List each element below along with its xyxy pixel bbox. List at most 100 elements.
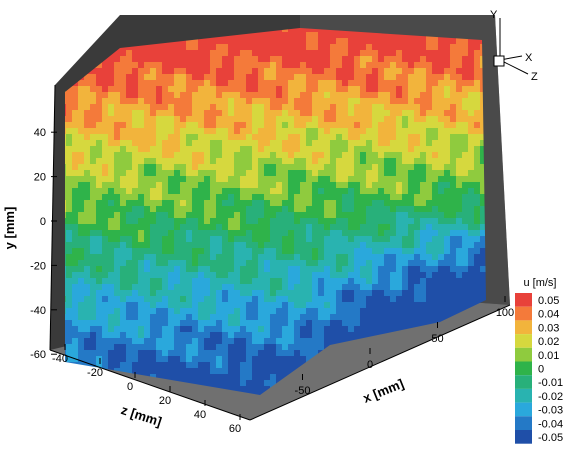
flow-cell bbox=[138, 170, 144, 176]
flow-cell bbox=[420, 320, 426, 326]
flow-cell bbox=[246, 326, 252, 332]
flow-cell bbox=[180, 296, 186, 302]
flow-cell bbox=[222, 332, 228, 338]
flow-cell bbox=[150, 104, 156, 110]
flow-cell bbox=[222, 380, 228, 386]
flow-cell bbox=[426, 362, 432, 368]
flow-cell bbox=[264, 170, 270, 176]
flow-cell bbox=[210, 74, 216, 80]
flow-cell bbox=[366, 206, 372, 212]
flow-cell bbox=[384, 134, 390, 140]
flow-cell bbox=[414, 254, 420, 260]
flow-cell bbox=[258, 158, 264, 164]
flow-cell bbox=[288, 128, 294, 134]
flow-cell bbox=[432, 380, 438, 386]
flow-cell bbox=[72, 44, 78, 50]
flow-cell bbox=[312, 254, 318, 260]
flow-cell bbox=[216, 50, 222, 56]
flow-cell bbox=[222, 266, 228, 272]
flow-cell bbox=[96, 314, 102, 320]
flow-cell bbox=[270, 368, 276, 374]
flow-cell bbox=[312, 290, 318, 296]
flow-cell bbox=[312, 314, 318, 320]
flow-cell bbox=[342, 50, 348, 56]
flow-cell bbox=[324, 44, 330, 50]
flow-cell bbox=[354, 110, 360, 116]
triad-label: Y bbox=[490, 9, 498, 21]
flow-cell bbox=[96, 200, 102, 206]
flow-cell bbox=[450, 140, 456, 146]
flow-cell bbox=[306, 272, 312, 278]
flow-cell bbox=[126, 296, 132, 302]
flow-cell bbox=[324, 116, 330, 122]
flow-cell bbox=[480, 332, 486, 338]
flow-cell bbox=[264, 80, 270, 86]
flow-cell bbox=[264, 194, 270, 200]
flow-cell bbox=[114, 92, 120, 98]
flow-cell bbox=[84, 248, 90, 254]
flow-cell bbox=[372, 86, 378, 92]
flow-cell bbox=[312, 272, 318, 278]
flow-cell bbox=[198, 86, 204, 92]
flow-cell bbox=[114, 182, 120, 188]
flow-cell bbox=[150, 230, 156, 236]
flow-cell bbox=[234, 188, 240, 194]
flow-cell bbox=[270, 344, 276, 350]
flow-cell bbox=[468, 290, 474, 296]
flow-cell bbox=[372, 140, 378, 146]
flow-cell bbox=[66, 56, 72, 62]
flow-cell bbox=[438, 158, 444, 164]
flow-cell bbox=[120, 50, 126, 56]
flow-cell bbox=[390, 134, 396, 140]
flow-cell bbox=[162, 128, 168, 134]
flow-cell bbox=[264, 260, 270, 266]
flow-cell bbox=[174, 182, 180, 188]
flow-cell bbox=[96, 146, 102, 152]
flow-cell bbox=[420, 158, 426, 164]
flow-cell bbox=[360, 200, 366, 206]
flow-cell bbox=[222, 38, 228, 44]
flow-cell bbox=[174, 278, 180, 284]
flow-cell bbox=[108, 188, 114, 194]
flow-cell bbox=[354, 212, 360, 218]
flow-cell bbox=[426, 260, 432, 266]
flow-cell bbox=[336, 326, 342, 332]
flow-cell bbox=[372, 248, 378, 254]
flow-cell bbox=[408, 194, 414, 200]
flow-cell bbox=[132, 158, 138, 164]
flow-cell bbox=[282, 290, 288, 296]
flow-cell bbox=[246, 278, 252, 284]
flow-cell bbox=[240, 68, 246, 74]
flow-cell bbox=[186, 206, 192, 212]
flow-cell bbox=[72, 278, 78, 284]
flow-cell bbox=[144, 254, 150, 260]
flow-cell bbox=[390, 164, 396, 170]
flow-cell bbox=[174, 230, 180, 236]
flow-cell bbox=[66, 224, 72, 230]
flow-cell bbox=[456, 176, 462, 182]
flow-cell bbox=[138, 230, 144, 236]
flow-cell bbox=[294, 230, 300, 236]
flow-cell bbox=[96, 296, 102, 302]
flow-cell bbox=[414, 104, 420, 110]
flow-cell bbox=[84, 110, 90, 116]
flow-cell bbox=[432, 362, 438, 368]
flow-cell bbox=[462, 386, 468, 392]
flow-cell bbox=[486, 380, 492, 386]
flow-cell bbox=[450, 236, 456, 242]
flow-cell bbox=[120, 224, 126, 230]
flow-cell bbox=[384, 326, 390, 332]
flow-cell bbox=[390, 50, 396, 56]
flow-cell bbox=[150, 314, 156, 320]
flow-cell bbox=[408, 296, 414, 302]
flow-cell bbox=[102, 128, 108, 134]
flow-cell bbox=[204, 326, 210, 332]
flow-cell bbox=[162, 290, 168, 296]
flow-cell bbox=[294, 38, 300, 44]
flow-cell bbox=[342, 284, 348, 290]
flow-cell bbox=[156, 314, 162, 320]
flow-cell bbox=[366, 254, 372, 260]
flow-cell bbox=[450, 242, 456, 248]
flow-cell bbox=[264, 56, 270, 62]
flow-cell bbox=[438, 272, 444, 278]
